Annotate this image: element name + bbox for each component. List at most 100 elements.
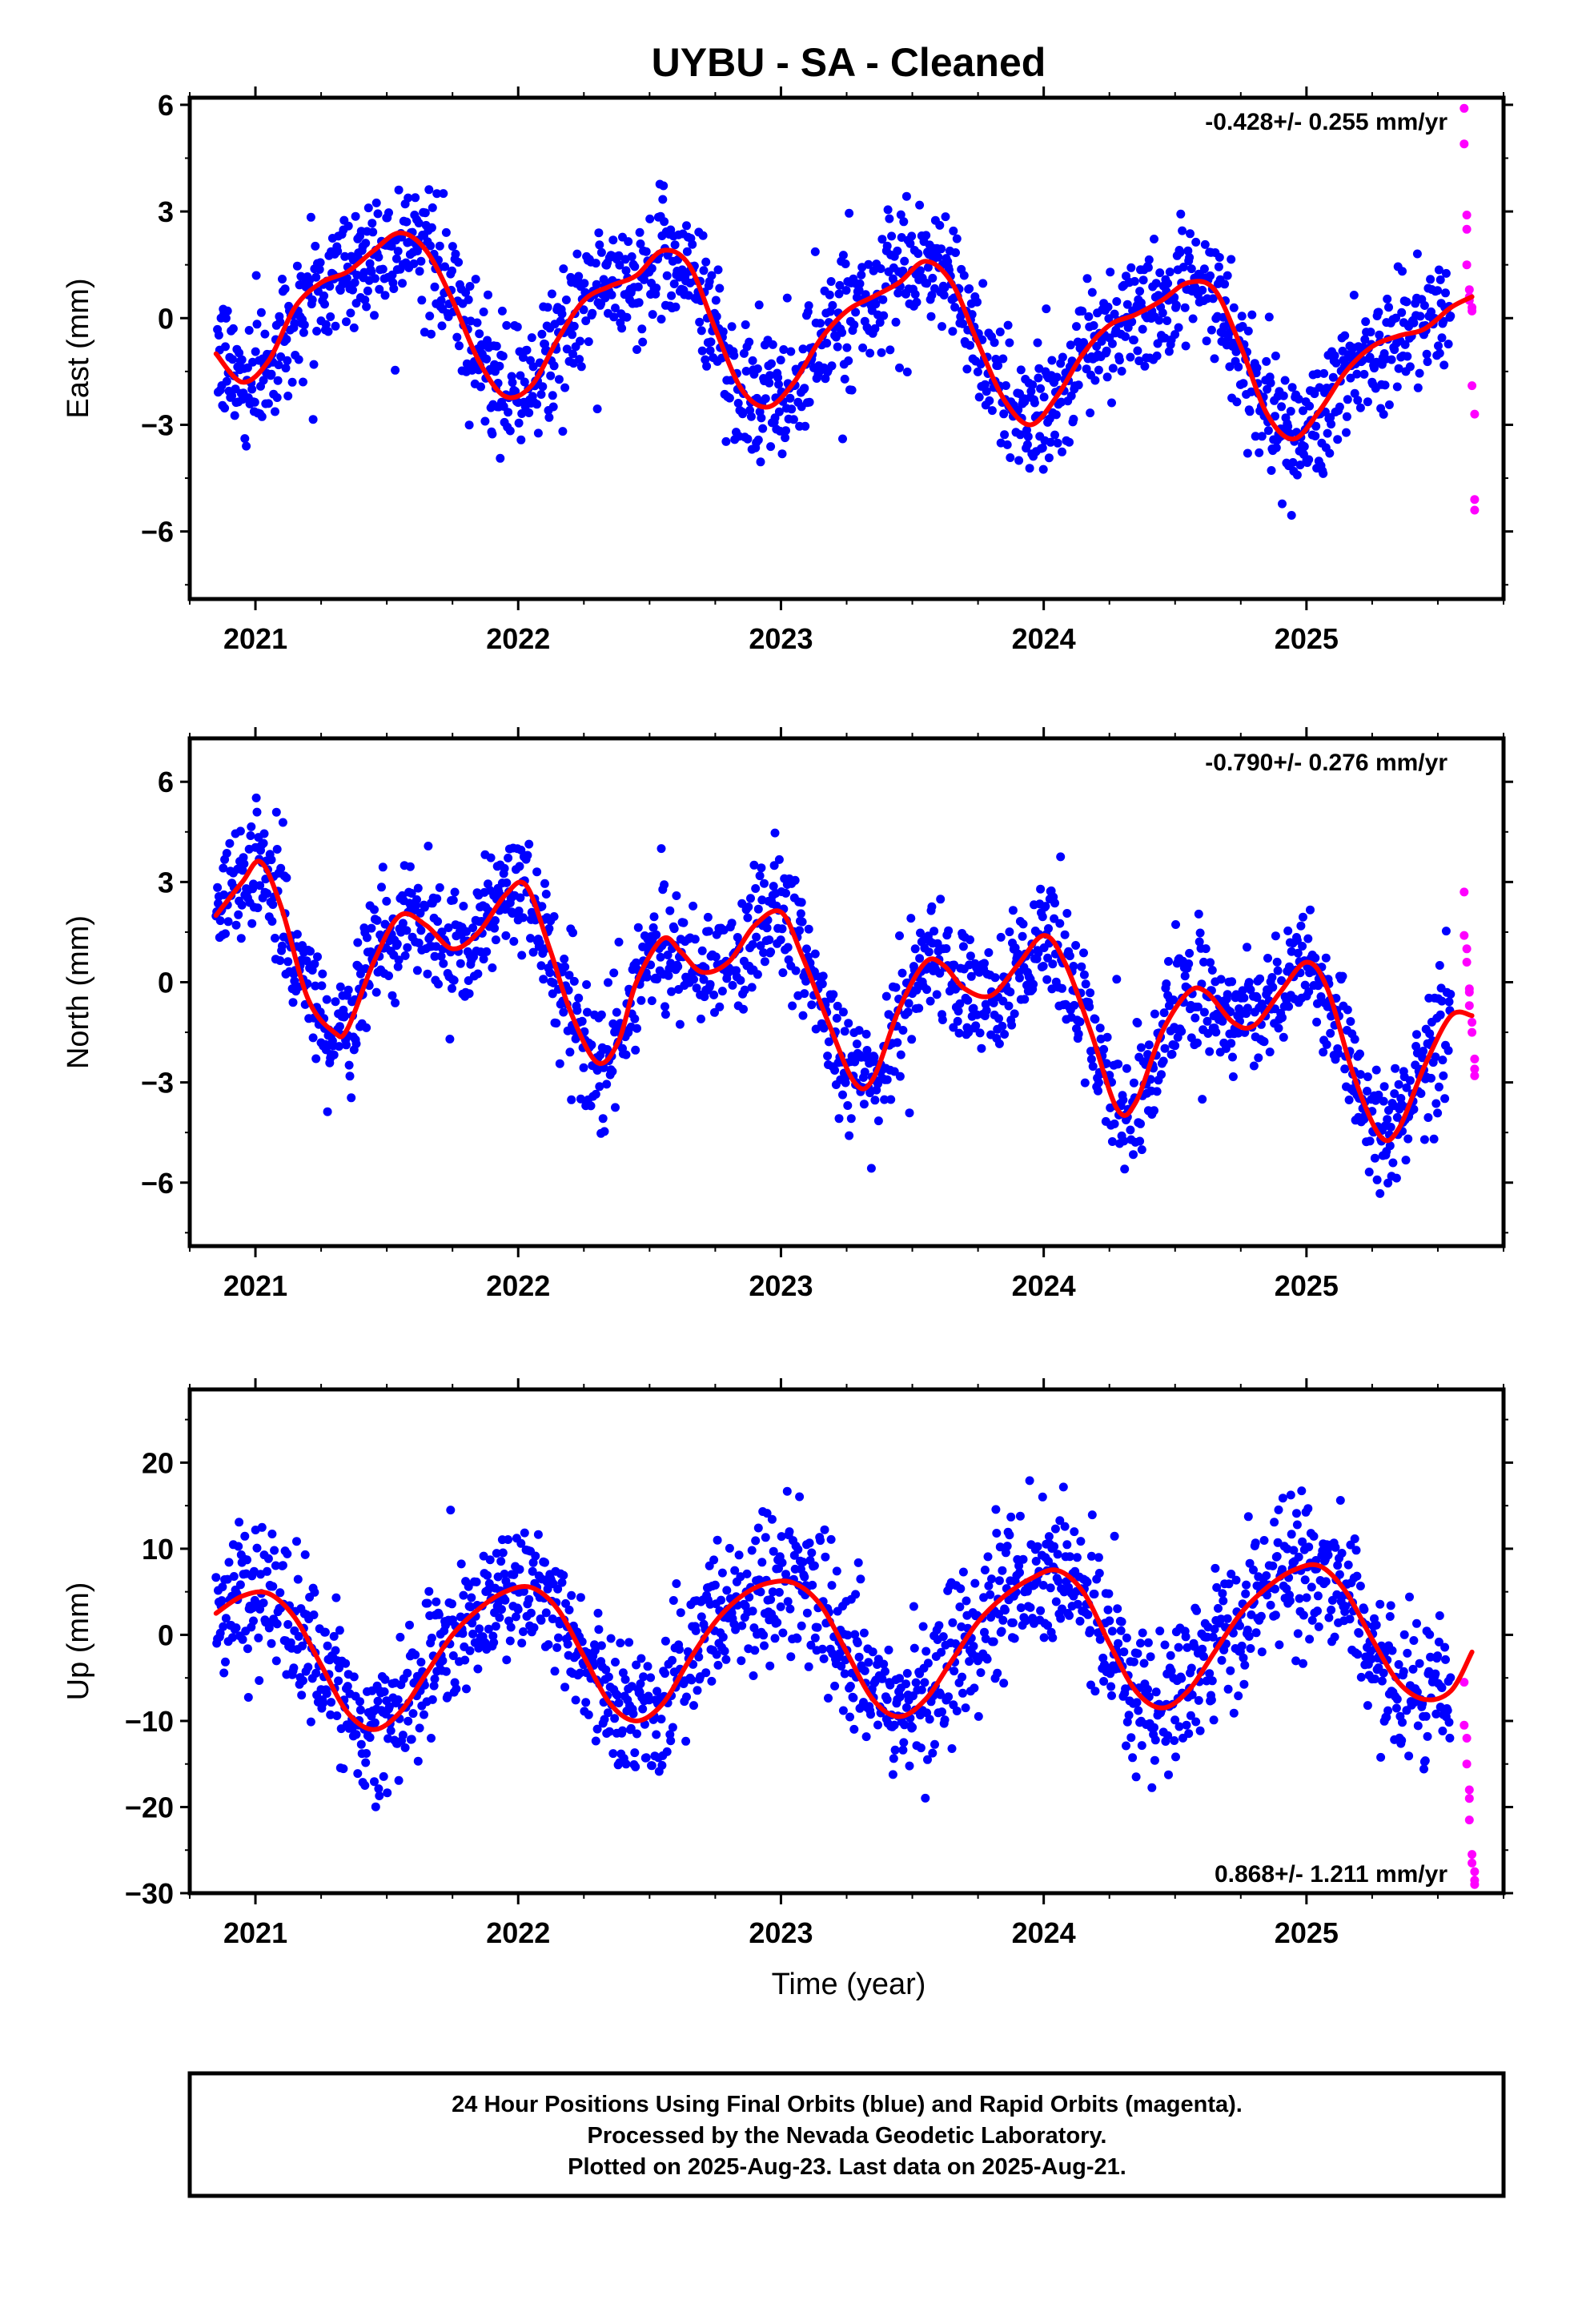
final-orbit-point: [384, 1702, 394, 1711]
final-orbit-point: [1166, 1651, 1175, 1660]
final-orbit-point: [805, 1538, 814, 1548]
final-orbit-point: [471, 275, 480, 284]
final-orbit-point: [458, 1629, 468, 1638]
final-orbit-point: [404, 193, 413, 203]
final-orbit-point: [612, 1691, 622, 1700]
final-orbit-point: [568, 349, 577, 359]
final-orbit-point: [661, 1010, 670, 1019]
final-orbit-point: [1303, 934, 1313, 943]
final-orbit-point: [1133, 1019, 1142, 1027]
final-orbit-point: [949, 1023, 958, 1032]
final-orbit-point: [323, 327, 333, 336]
final-orbit-point: [524, 1594, 534, 1604]
final-orbit-point: [1359, 1605, 1369, 1614]
final-orbit-point: [857, 270, 866, 279]
final-orbit-point: [411, 1650, 420, 1659]
final-orbit-point: [604, 1708, 612, 1718]
final-orbit-point: [787, 404, 797, 414]
final-orbit-point: [910, 944, 920, 954]
final-orbit-point: [840, 1669, 849, 1679]
final-orbit-point: [1207, 325, 1216, 335]
final-orbit-point: [652, 283, 661, 293]
final-orbit-point: [456, 1559, 466, 1569]
final-orbit-point: [455, 341, 464, 351]
final-orbit-point: [394, 185, 404, 195]
final-orbit-point: [1440, 1094, 1450, 1104]
final-orbit-point: [1082, 364, 1091, 374]
final-orbit-point: [462, 1684, 471, 1694]
final-orbit-point: [855, 279, 865, 288]
final-orbit-point: [275, 1588, 285, 1598]
final-orbit-point: [1295, 460, 1305, 470]
final-orbit-point: [859, 1100, 869, 1109]
final-orbit-point: [893, 288, 903, 298]
final-orbit-point: [1110, 1531, 1119, 1541]
final-orbit-point: [1086, 1626, 1095, 1635]
y-tick-label: 3: [158, 195, 174, 228]
x-tick-label: 2023: [749, 622, 813, 655]
final-orbit-point: [1003, 320, 1013, 330]
final-orbit-point: [497, 306, 507, 316]
final-orbit-point: [1350, 1035, 1359, 1044]
final-orbit-point: [335, 982, 345, 991]
final-orbit-point: [1435, 961, 1444, 970]
final-orbit-point: [1122, 1063, 1131, 1073]
final-orbit-point: [528, 947, 538, 957]
final-orbit-point: [1273, 966, 1283, 975]
final-orbit-point: [1255, 448, 1264, 457]
final-orbit-point: [362, 1749, 371, 1758]
final-orbit-point: [954, 1007, 963, 1016]
final-orbit-point: [620, 1675, 630, 1684]
final-orbit-point: [253, 903, 263, 913]
final-orbit-point: [709, 1555, 719, 1565]
final-orbit-point: [488, 963, 497, 972]
final-orbit-point: [980, 1627, 989, 1637]
final-orbit-point: [1038, 443, 1047, 452]
final-orbit-point: [1186, 1033, 1196, 1043]
final-orbit-point: [439, 959, 448, 968]
final-orbit-point: [1158, 1056, 1168, 1066]
final-orbit-point: [661, 1669, 669, 1679]
final-orbit-point: [256, 308, 266, 317]
final-orbit-point: [958, 319, 967, 328]
final-orbit-point: [533, 428, 543, 438]
y-axis-label: Up (mm): [62, 1582, 95, 1701]
final-orbit-point: [1226, 1666, 1235, 1675]
final-orbit-point: [826, 1534, 836, 1544]
final-orbit-point: [810, 247, 820, 256]
final-orbit-point: [1199, 1652, 1208, 1661]
final-orbit-point: [1304, 455, 1314, 464]
final-orbit-point: [1419, 1135, 1429, 1144]
final-orbit-point: [989, 998, 998, 1007]
final-orbit-point: [725, 1543, 734, 1553]
final-orbit-point: [1299, 406, 1307, 416]
final-orbit-point: [973, 367, 982, 376]
final-orbit-point: [880, 1095, 889, 1104]
final-orbit-point: [637, 324, 647, 334]
final-orbit-point: [343, 985, 353, 995]
final-orbit-point: [271, 1561, 280, 1570]
final-orbit-point: [1359, 1115, 1369, 1124]
final-orbit-point: [644, 1695, 654, 1705]
final-orbit-point: [1331, 358, 1341, 368]
final-orbit-point: [769, 882, 778, 891]
final-orbit-point: [778, 1628, 788, 1638]
final-orbit-point: [271, 407, 279, 416]
y-tick-label: 0: [158, 1618, 174, 1651]
final-orbit-point: [283, 1549, 292, 1558]
final-orbit-point: [472, 1577, 481, 1586]
final-orbit-point: [939, 291, 949, 300]
final-orbit-point: [1031, 1557, 1041, 1566]
final-orbit-point: [769, 861, 779, 870]
final-orbit-point: [504, 853, 513, 862]
final-orbit-point: [800, 989, 809, 999]
final-orbit-point: [1294, 394, 1303, 404]
final-orbit-point: [500, 1595, 510, 1605]
final-orbit-point: [409, 259, 419, 268]
final-orbit-point: [1036, 384, 1046, 393]
final-orbit-point: [713, 1535, 722, 1545]
final-orbit-point: [652, 930, 661, 939]
final-orbit-point: [974, 1711, 983, 1721]
final-orbit-point: [1278, 1013, 1287, 1023]
final-orbit-point: [632, 1729, 641, 1739]
